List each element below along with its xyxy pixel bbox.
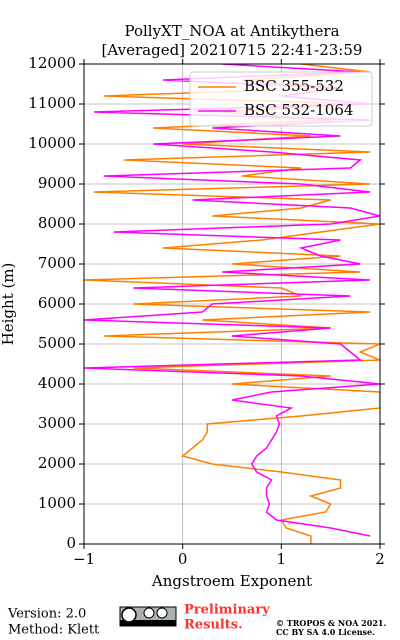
y-tick-label: 4000 bbox=[38, 374, 76, 392]
chart-subtitle: [Averaged] 20210715 22:41-23:59 bbox=[102, 41, 363, 59]
y-tick-label: 7000 bbox=[38, 254, 76, 272]
preliminary: Preliminary bbox=[184, 603, 270, 618]
x-axis-label: Angstroem Exponent bbox=[151, 572, 312, 590]
data-line bbox=[84, 64, 380, 544]
y-tick-label: 8000 bbox=[38, 214, 76, 232]
y-axis-label: Height (m) bbox=[0, 263, 17, 346]
version: Version: 2.0 bbox=[7, 607, 86, 622]
y-tick-label: 9000 bbox=[38, 174, 76, 192]
plot-frame bbox=[83, 63, 381, 545]
y-tick-label: 2000 bbox=[38, 454, 76, 472]
y-tick-label: 1000 bbox=[38, 494, 76, 512]
cc-logo bbox=[119, 606, 177, 627]
legend-box bbox=[189, 71, 373, 127]
chart-title: PollyXT_NOA at Antikythera bbox=[124, 22, 339, 40]
method: Method: Klett bbox=[8, 623, 100, 638]
legend-label: BSC 532-1064 bbox=[244, 101, 353, 119]
y-tick-label: 10000 bbox=[28, 134, 76, 152]
y-tick-label: 3000 bbox=[38, 414, 76, 432]
x-tick-label: 1 bbox=[277, 550, 287, 568]
preliminary: Results. bbox=[184, 618, 243, 633]
data-line bbox=[84, 64, 380, 537]
y-tick-label: 0 bbox=[66, 534, 76, 552]
y-tick-label: 5000 bbox=[38, 334, 76, 352]
x-tick-label: 2 bbox=[375, 550, 385, 568]
legend-label: BSC 355-532 bbox=[244, 77, 344, 95]
copyright: CC BY SA 4.0 License. bbox=[276, 627, 375, 637]
copyright: © TROPOS & NOA 2021. bbox=[276, 618, 386, 628]
y-tick-label: 12000 bbox=[28, 54, 76, 72]
y-tick-label: 11000 bbox=[28, 94, 76, 112]
x-tick-label: 0 bbox=[178, 550, 188, 568]
y-tick-label: 6000 bbox=[38, 294, 76, 312]
x-tick-label: −1 bbox=[73, 550, 95, 568]
